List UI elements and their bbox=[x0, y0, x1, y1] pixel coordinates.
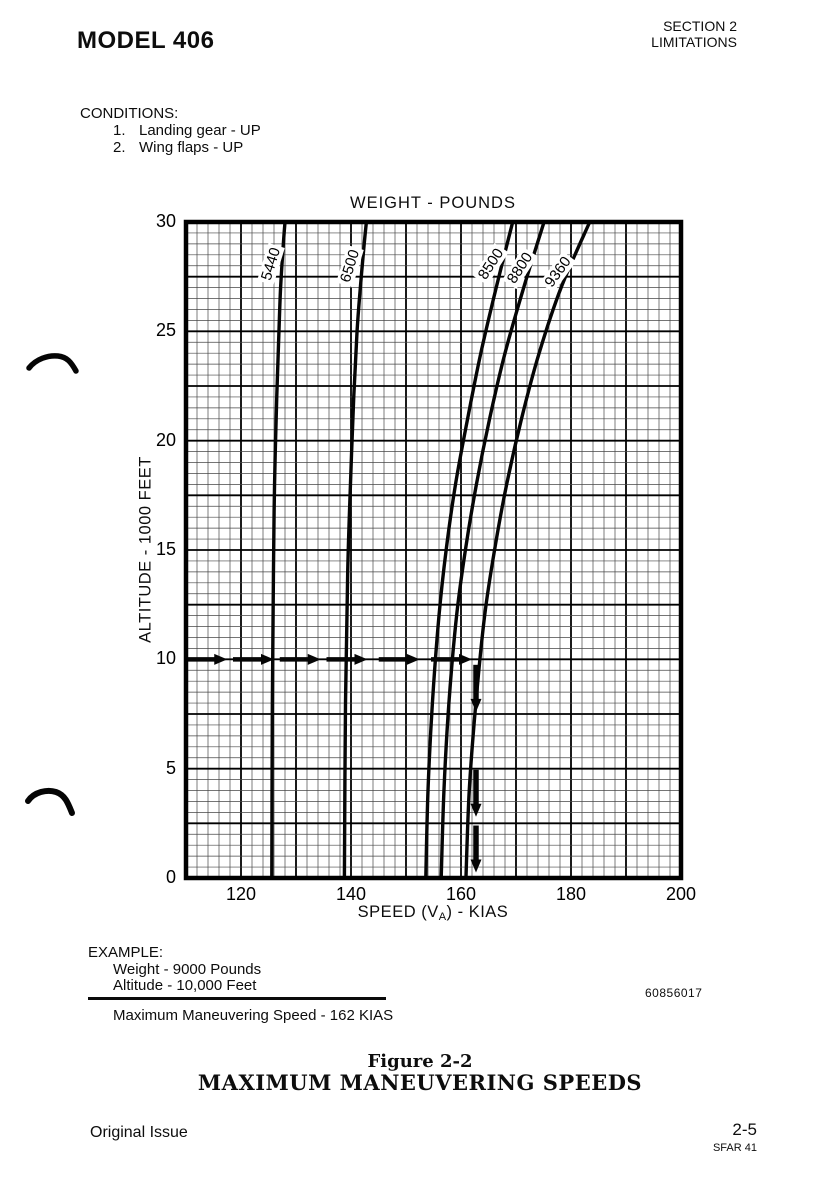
x-axis-title-post: ) - KIAS bbox=[446, 903, 509, 921]
curve-8500 bbox=[424, 221, 515, 879]
x-tick-label: 180 bbox=[555, 884, 587, 904]
weight-curves bbox=[270, 221, 592, 879]
condition-text: Landing gear - UP bbox=[139, 122, 261, 139]
x-tick-label: 200 bbox=[665, 884, 697, 904]
x-axis-title-sub: A bbox=[438, 911, 447, 923]
x-tick-label: 140 bbox=[335, 884, 367, 904]
y-tick-label: 15 bbox=[155, 539, 176, 559]
x-axis-title-pre: SPEED (V bbox=[357, 903, 439, 921]
example-divider bbox=[88, 997, 386, 1000]
curve-label-5440: 5440 bbox=[256, 242, 285, 285]
page-title: MODEL 406 bbox=[77, 27, 215, 54]
y-tick-label: 5 bbox=[165, 757, 176, 778]
binder-mark-bottom bbox=[25, 787, 75, 816]
footer-page-number: 2-5 bbox=[732, 1120, 757, 1139]
right-arrow-icon bbox=[354, 653, 368, 665]
right-arrow-icon bbox=[261, 653, 274, 665]
right-arrow-icon bbox=[307, 653, 321, 665]
footer-sfar: SFAR 41 bbox=[712, 1142, 757, 1154]
down-arrow-icon bbox=[470, 803, 482, 817]
curve-8800 bbox=[439, 221, 546, 879]
right-arrow-icon bbox=[406, 653, 420, 665]
condition-text: Wing flaps - UP bbox=[139, 139, 244, 156]
y-tick-label: 0 bbox=[165, 867, 176, 887]
curve-label-9360: 9360 bbox=[539, 251, 577, 294]
drawing-number: 60856017 bbox=[645, 986, 703, 1000]
y-tick-label: 25 bbox=[155, 320, 176, 341]
section-number: SECTION 2 bbox=[663, 18, 737, 34]
section-name: LIMITATIONS bbox=[651, 34, 737, 50]
curve-5440 bbox=[270, 221, 287, 879]
example-altitude: Altitude - 10,000 Feet bbox=[113, 977, 257, 994]
y-tick-label: 20 bbox=[155, 429, 176, 450]
down-arrow-icon bbox=[470, 859, 482, 873]
x-axis-title: SPEED (VA) - KIAS bbox=[233, 903, 633, 923]
section-header: SECTION 2 LIMITATIONS bbox=[651, 18, 737, 50]
condition-number: 2. bbox=[113, 139, 126, 156]
example-title: EXAMPLE: bbox=[88, 944, 164, 961]
plot-border bbox=[183, 219, 684, 881]
curve-label-6500: 6500 bbox=[336, 244, 364, 288]
curve-6500 bbox=[342, 221, 369, 879]
curve-9360 bbox=[464, 221, 592, 879]
figure-label: Figure 2-2 bbox=[367, 1051, 473, 1072]
conditions-title: CONDITIONS: bbox=[80, 105, 179, 122]
example-path-arrows bbox=[186, 653, 482, 873]
y-tick-label: 30 bbox=[155, 211, 176, 231]
example-weight: Weight - 9000 Pounds bbox=[113, 961, 262, 978]
right-arrow-icon bbox=[214, 653, 228, 665]
footer-issue: Original Issue bbox=[90, 1124, 188, 1141]
y-tick-label: 10 bbox=[155, 648, 176, 669]
figure-title: MAXIMUM MANEUVERING SPEEDS bbox=[197, 1070, 643, 1095]
condition-item-2: 2. Wing flaps - UP bbox=[113, 139, 243, 156]
right-arrow-icon bbox=[459, 653, 472, 665]
binder-mark-top bbox=[26, 353, 79, 374]
page-edge-marks bbox=[25, 353, 79, 816]
example-result: Maximum Maneuvering Speed - 162 KIAS bbox=[113, 1007, 394, 1024]
x-tick-label: 120 bbox=[225, 884, 257, 904]
condition-number: 1. bbox=[113, 122, 126, 139]
condition-item-1: 1. Landing gear - UP bbox=[113, 122, 261, 139]
down-arrow-icon bbox=[470, 698, 482, 712]
chart-top-axis-title: WEIGHT - POUNDS bbox=[350, 194, 516, 212]
x-tick-label: 160 bbox=[445, 884, 477, 904]
